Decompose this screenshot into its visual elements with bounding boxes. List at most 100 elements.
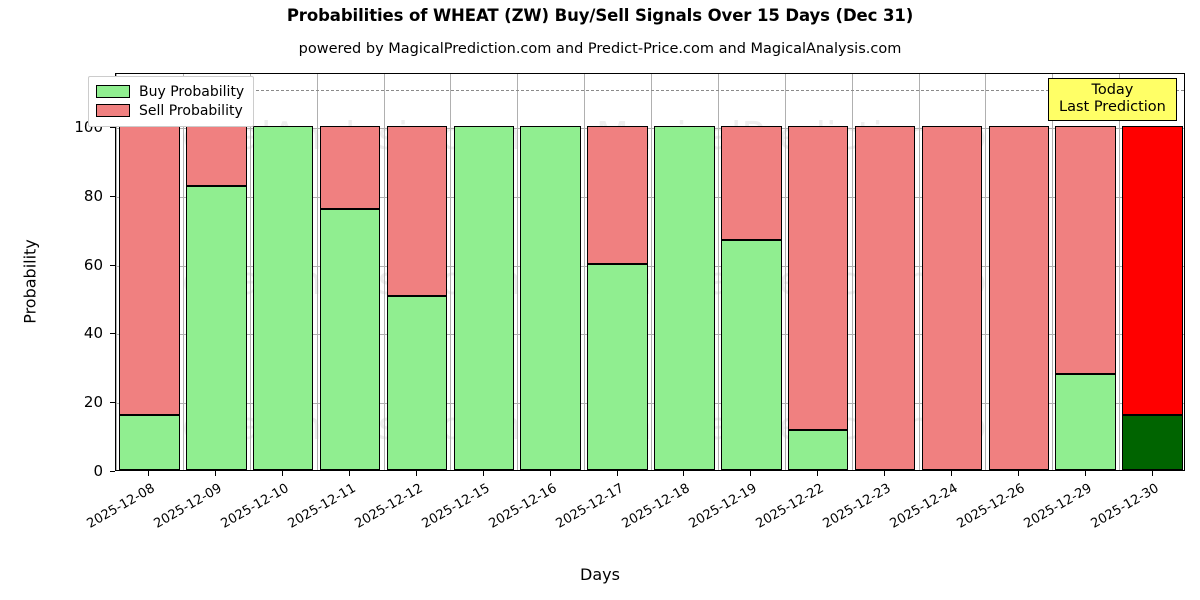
bar-segment-sell[interactable] (787, 126, 849, 431)
gridline-vertical (718, 74, 719, 470)
bar-group[interactable] (654, 74, 715, 470)
x-axis-tick-mark (549, 471, 551, 476)
bar-segment-sell[interactable] (854, 126, 916, 470)
gridline-vertical (852, 74, 853, 470)
x-axis-tick-mark (482, 471, 484, 476)
bar-segment-buy[interactable] (186, 186, 247, 470)
bar-group[interactable] (252, 74, 314, 470)
bar-segment-buy[interactable] (520, 126, 581, 470)
x-axis-label: Days (580, 565, 620, 584)
x-axis-tick-mark (349, 471, 351, 476)
bar-segment-buy[interactable] (654, 126, 715, 470)
bar-group[interactable] (988, 74, 1050, 470)
x-axis-tick-label: 2025-12-29 (1021, 481, 1095, 532)
x-axis-tick-label: 2025-12-15 (419, 481, 493, 532)
chart-subtitle: powered by MagicalPrediction.com and Pre… (298, 41, 902, 57)
bar-segment-buy[interactable] (1122, 414, 1183, 470)
x-axis-tick-mark (817, 471, 819, 476)
y-axis-tick-mark (110, 127, 115, 128)
bar-group[interactable] (787, 74, 849, 470)
gridline-horizontal (116, 403, 1184, 405)
bar-segment-buy[interactable] (119, 414, 180, 470)
today-annotation-line1: Today (1091, 82, 1134, 98)
x-axis-tick-mark (750, 471, 752, 476)
y-axis-tick-label: 80 (83, 186, 103, 205)
gridline-vertical (317, 74, 318, 470)
bar-segment-buy[interactable] (386, 296, 448, 470)
y-axis-tick-label: 20 (83, 393, 103, 412)
x-axis-tick-label: 2025-12-24 (887, 481, 961, 532)
bar-segment-sell[interactable] (1122, 126, 1183, 415)
x-axis-tick-label: 2025-12-09 (151, 481, 225, 532)
x-axis-tick-mark (1084, 471, 1086, 476)
x-axis-tick-label: 2025-12-16 (486, 481, 560, 532)
x-axis-tick-label: 2025-12-12 (352, 481, 426, 532)
bar-group[interactable] (520, 74, 581, 470)
today-annotation: Today Last Prediction (1048, 78, 1177, 122)
legend-item-label: Sell Probability (139, 102, 243, 119)
bar-segment-buy[interactable] (721, 239, 782, 470)
bar-segment-sell[interactable] (119, 126, 180, 415)
gridline-horizontal (116, 196, 1184, 198)
bar-group[interactable] (854, 74, 916, 470)
gridline-vertical (183, 74, 184, 470)
bar-group[interactable] (921, 74, 983, 470)
y-axis-tick-mark (110, 264, 115, 266)
bar-group[interactable] (1122, 74, 1183, 470)
gridline-vertical (517, 74, 518, 470)
gridline-horizontal (116, 265, 1184, 267)
gridline-vertical (450, 74, 451, 470)
gridline-vertical (919, 74, 920, 470)
bar-segment-sell[interactable] (186, 126, 247, 187)
gridline-horizontal (116, 334, 1184, 336)
bar-segment-buy[interactable] (587, 263, 648, 470)
x-axis-tick-label: 2025-12-08 (84, 481, 158, 532)
x-axis-tick-mark (616, 471, 618, 476)
x-axis-tick-mark (415, 471, 417, 476)
chart-title: Probabilities of WHEAT (ZW) Buy/Sell Sig… (286, 6, 914, 25)
bar-segment-buy[interactable] (453, 126, 515, 470)
gridline-vertical (651, 74, 652, 470)
x-axis-tick-label: 2025-12-26 (954, 481, 1028, 532)
y-axis-tick-mark (110, 471, 115, 472)
bar-group[interactable] (119, 74, 180, 470)
y-axis-tick-label: 40 (83, 324, 103, 343)
bar-segment-sell[interactable] (988, 126, 1050, 470)
bar-group[interactable] (186, 74, 247, 470)
chart-legend: Buy Probability Sell Probability (88, 76, 255, 127)
bar-segment-buy[interactable] (787, 430, 849, 470)
gridline-vertical (1119, 74, 1120, 470)
bar-segment-sell[interactable] (721, 126, 782, 240)
legend-item[interactable]: Buy Probability (96, 82, 244, 101)
gridline-vertical (785, 74, 786, 470)
bar-segment-sell[interactable] (386, 126, 448, 297)
bar-segment-buy[interactable] (319, 208, 381, 470)
bar-segment-sell[interactable] (319, 126, 381, 209)
bar-group[interactable] (721, 74, 782, 470)
gridline-vertical (985, 74, 986, 470)
gridline-horizontal (116, 128, 1184, 129)
legend-item[interactable]: Sell Probability (96, 101, 244, 120)
x-axis-tick-mark (282, 471, 284, 476)
x-axis-tick-mark (148, 471, 150, 476)
y-axis-tick-mark (110, 333, 115, 335)
bar-segment-sell[interactable] (587, 126, 648, 264)
legend-item-label: Buy Probability (139, 83, 245, 100)
bar-segment-buy[interactable] (1055, 373, 1116, 470)
bar-segment-sell[interactable] (921, 126, 983, 470)
x-axis-tick-label: 2025-12-10 (218, 481, 292, 532)
bar-segment-buy[interactable] (252, 126, 314, 470)
y-axis-tick-mark (110, 195, 115, 197)
bar-segment-sell[interactable] (1055, 126, 1116, 374)
bar-group[interactable] (386, 74, 448, 470)
legend-swatch-icon (96, 85, 130, 98)
bar-group[interactable] (1055, 74, 1116, 470)
bar-group[interactable] (319, 74, 381, 470)
gridline-vertical (384, 74, 385, 470)
bar-group[interactable] (587, 74, 648, 470)
y-axis-tick-label: 60 (83, 255, 103, 274)
y-axis-tick-label: 0 (93, 462, 103, 480)
bar-group[interactable] (453, 74, 515, 470)
x-axis-tick-mark (884, 471, 886, 476)
